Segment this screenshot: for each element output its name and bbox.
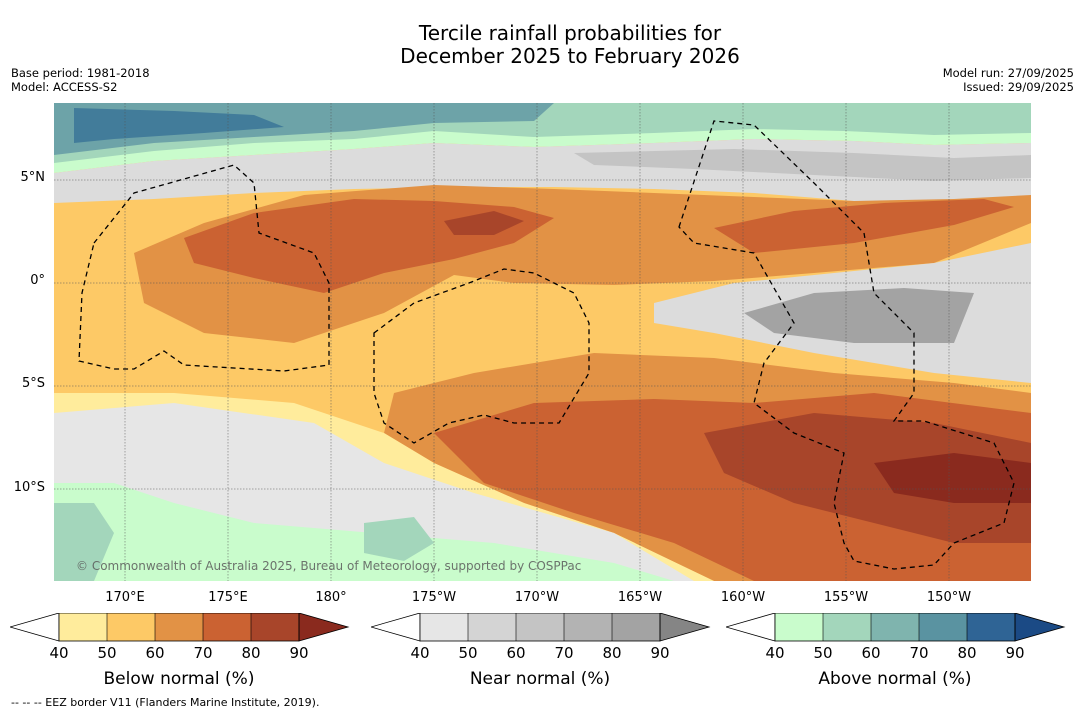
colorbar-below-tick-60: 60 (145, 644, 165, 662)
colorbar-above-swatch-40-50 (775, 613, 823, 641)
eez-border-kiribati-phoenix (373, 268, 590, 444)
colorbar-near-title: Near normal (%) (469, 669, 611, 689)
map-copyright: © Commonwealth of Australia 2025, Bureau… (76, 559, 581, 573)
colorbar-above-swatch-80-90 (967, 613, 1015, 641)
colorbar-above-swatch-70-80 (919, 613, 967, 641)
colorbar-below-swatch-40-50 (59, 613, 107, 641)
lon-label-165w: 165°W (617, 590, 663, 605)
colorbar-above-low-arrow (726, 613, 776, 642)
colorbar-below-tick-40: 40 (49, 644, 69, 662)
colorbar-below-swatch-70-80 (203, 613, 251, 641)
below-normal-ne-region (714, 199, 1014, 253)
lat-label-0: 0° (30, 273, 45, 288)
map-title-line1: Tercile rainfall probabilities for (418, 21, 722, 45)
colorbar-below-swatch-60-70 (155, 613, 203, 641)
near-normal-east-region-mid (744, 288, 974, 343)
map-title-line2: December 2025 to February 2026 (400, 44, 740, 68)
colorbar-near-tick-90: 90 (650, 644, 670, 662)
colorbar-near-high-arrow (659, 613, 711, 642)
below-normal-ne-peak (444, 211, 524, 235)
colorbar-above-normal (726, 613, 1066, 642)
colorbar-below-normal (10, 613, 350, 642)
map-gridlines (54, 103, 1031, 581)
eez-legend: -- -- -- EEZ border V11 (Flanders Marine… (11, 696, 320, 709)
rainfall-map: © Commonwealth of Australia 2025, Bureau… (54, 103, 1031, 581)
colorbar-near-swatch-60-70 (516, 613, 564, 641)
colorbar-above-swatch-50-60 (823, 613, 871, 641)
lon-label-180: 180° (315, 590, 347, 605)
eez-borders (78, 120, 1015, 570)
below-normal-south-region-peak (874, 453, 1031, 503)
model-run-date: Model run: 27/09/2025 (942, 66, 1074, 80)
model-name: Model: ACCESS-S2 (11, 80, 118, 94)
colorbar-near-swatch-80-90 (612, 613, 660, 641)
colorbar-above-tick-90: 90 (1005, 644, 1025, 662)
colorbar-below-swatch-80-90 (251, 613, 299, 641)
near-normal-north-region-mid (574, 149, 1031, 181)
colorbar-below-tick-90: 90 (289, 644, 309, 662)
colorbar-below-high-arrow (298, 613, 350, 642)
colorbar-near-normal (371, 613, 711, 642)
lon-label-175e: 175°E (208, 590, 248, 605)
colorbar-below-title: Below normal (%) (103, 669, 255, 689)
colorbar-near-tick-80: 80 (602, 644, 622, 662)
above-normal-south-region (54, 483, 674, 581)
lon-label-155w: 155°W (823, 590, 869, 605)
colorbar-above-tick-40: 40 (765, 644, 785, 662)
colorbar-near-swatch-40-50 (420, 613, 468, 641)
colorbar-above-tick-50: 50 (813, 644, 833, 662)
colorbar-below-tick-70: 70 (193, 644, 213, 662)
colorbar-above-tick-70: 70 (909, 644, 929, 662)
colorbar-above-tick-80: 80 (957, 644, 977, 662)
lat-label-10s: 10°S (13, 480, 45, 495)
colorbar-below-low-arrow (10, 613, 60, 642)
colorbar-above-swatch-60-70 (871, 613, 919, 641)
above-normal-north-region-peak (74, 108, 284, 143)
colorbar-below-tick-50: 50 (97, 644, 117, 662)
colorbar-below-tick-80: 80 (241, 644, 261, 662)
colorbar-near-tick-70: 70 (554, 644, 574, 662)
lon-label-150w: 150°W (926, 590, 972, 605)
eez-border-kiribati-gilbert (78, 164, 330, 372)
lat-label-5n: 5°N (20, 170, 46, 185)
above-normal-south-patch (364, 517, 434, 561)
colorbar-near-swatch-70-80 (564, 613, 612, 641)
lon-label-170e: 170°E (105, 590, 145, 605)
colorbar-near-tick-50: 50 (458, 644, 478, 662)
above-normal-south-region-mid (54, 503, 114, 581)
colorbar-above-title: Above normal (%) (818, 669, 972, 689)
colorbar-near-tick-60: 60 (506, 644, 526, 662)
lon-label-160w: 160°W (720, 590, 766, 605)
lat-label-5s: 5°S (21, 376, 45, 391)
issued-date: Issued: 29/09/2025 (963, 80, 1074, 94)
colorbar-above-high-arrow (1014, 613, 1066, 642)
colorbar-below-swatch-50-60 (107, 613, 155, 641)
colorbar-near-tick-40: 40 (410, 644, 430, 662)
colorbar-above-tick-60: 60 (861, 644, 881, 662)
colorbar-near-swatch-50-60 (468, 613, 516, 641)
base-period: Base period: 1981-2018 (11, 66, 150, 80)
eez-border-kiribati-line (678, 120, 1015, 570)
lon-label-175w: 175°W (411, 590, 457, 605)
colorbar-near-low-arrow (371, 613, 421, 642)
lon-label-170w: 170°W (514, 590, 560, 605)
